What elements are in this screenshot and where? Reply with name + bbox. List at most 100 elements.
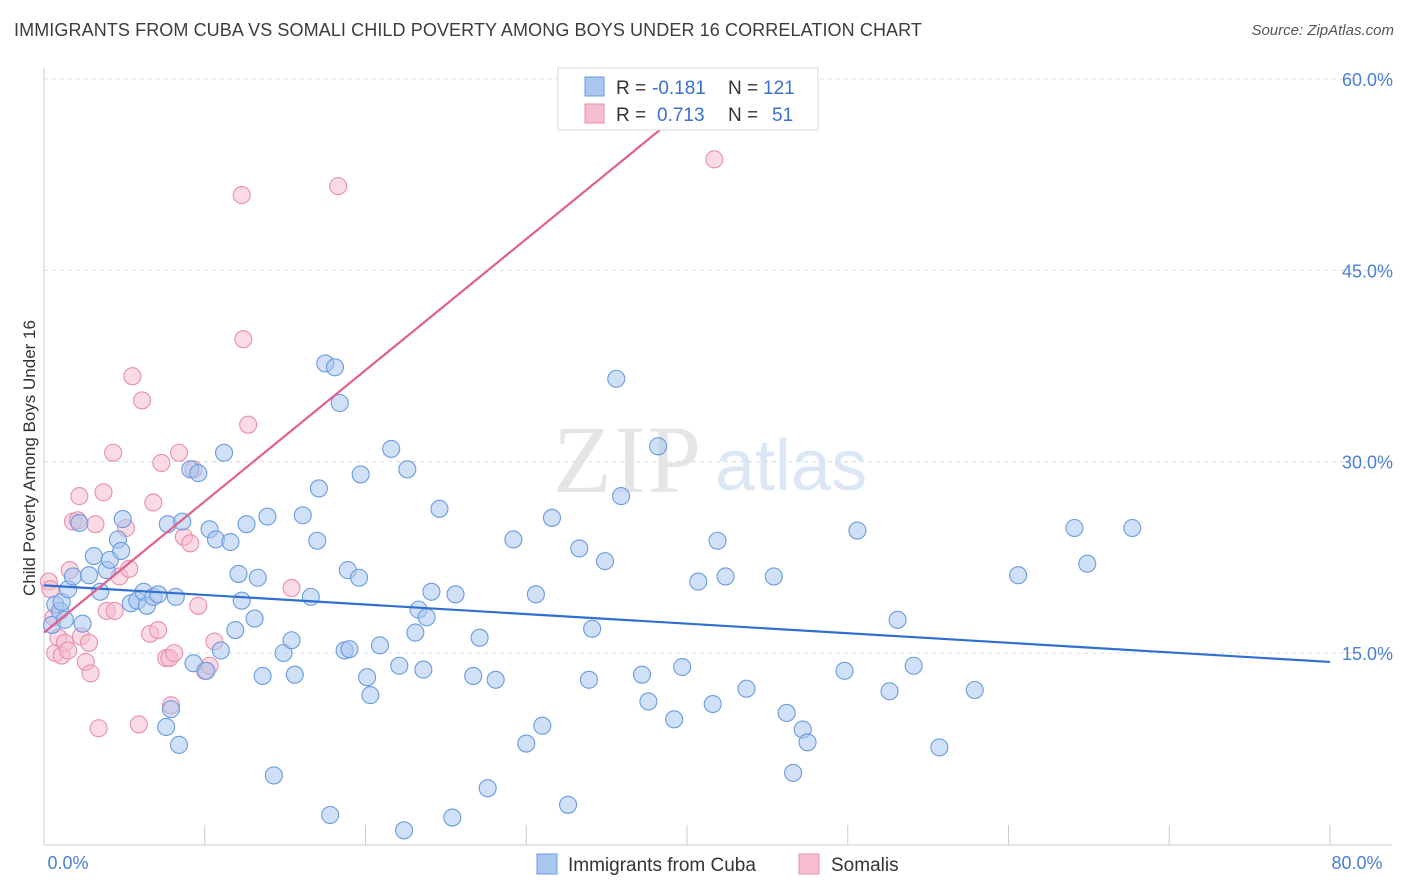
cuba-point <box>689 572 708 591</box>
cuba-point <box>417 608 436 627</box>
trend-lines <box>43 80 1331 664</box>
cuba-point <box>370 636 390 655</box>
cuba-point <box>340 640 359 659</box>
cuba-point <box>612 487 631 506</box>
cuba-point <box>639 692 658 711</box>
somali-point <box>123 367 142 386</box>
cuba-point <box>443 808 462 827</box>
somali-point <box>169 443 189 462</box>
cuba-point <box>63 567 82 586</box>
cuba-point <box>113 510 132 529</box>
somali-point <box>94 483 113 502</box>
somali-point <box>79 633 99 652</box>
cuba-point <box>258 507 277 526</box>
cuba-point <box>526 585 545 604</box>
somali-point <box>329 177 348 196</box>
cuba-point <box>716 567 735 586</box>
cuba-point <box>579 670 598 689</box>
legend-swatch-cuba <box>584 76 605 97</box>
legend-swatch-somali <box>584 103 605 124</box>
cuba-point <box>382 439 401 458</box>
cuba-point <box>583 619 602 638</box>
cuba-point <box>965 680 984 700</box>
somali-point <box>129 715 148 734</box>
cuba-point <box>301 587 320 606</box>
bottom-legend-swatch-somali <box>798 853 820 875</box>
somali-point <box>144 493 163 512</box>
cuba-point <box>226 620 245 640</box>
cuba-point <box>570 539 589 558</box>
somali-point <box>232 186 251 205</box>
series-legend: Immigrants from Cuba Somalis <box>536 853 899 876</box>
cuba-point <box>1078 554 1097 573</box>
cuba-point <box>632 665 652 684</box>
cuba-point <box>649 437 668 456</box>
cuba-point <box>406 623 425 642</box>
cuba-point <box>214 443 234 462</box>
cuba-point <box>430 499 449 518</box>
cuba-point <box>517 734 536 753</box>
somali-point <box>152 453 171 472</box>
cuba-point <box>533 716 552 735</box>
bottom-legend-swatch-cuba <box>536 853 558 875</box>
cuba-point <box>595 552 615 571</box>
somali-point <box>234 330 253 349</box>
legend-n-label-cuba: N = <box>728 78 758 99</box>
cuba-point <box>264 766 283 785</box>
cuba-point <box>197 661 216 680</box>
y-tick-label: 15.0% <box>1342 644 1393 664</box>
cuba-point <box>798 733 817 752</box>
y-tick-label: 30.0% <box>1342 453 1393 473</box>
cuba-point <box>274 643 293 663</box>
cuba-point <box>282 631 301 650</box>
cuba-point <box>607 369 626 388</box>
legend-r-value-somali: 0.713 <box>657 105 705 126</box>
cuba-point <box>1065 518 1084 538</box>
cuba-point <box>848 521 867 540</box>
chart-source: Source: ZipAtlas.com <box>1251 22 1394 39</box>
cuba-point <box>166 587 185 606</box>
cuba-point <box>708 531 727 550</box>
y-tick-label: 45.0% <box>1342 261 1393 281</box>
somali-point <box>81 664 100 683</box>
cuba-point <box>358 668 377 687</box>
correlation-legend: R = -0.181 N = 121 R = 0.713 N = 51 <box>557 67 819 131</box>
cuba-point <box>84 547 103 566</box>
cuba-point <box>398 460 417 479</box>
cuba-point <box>157 717 176 737</box>
cuba-point <box>414 660 433 679</box>
x-axis <box>43 68 1392 846</box>
cuba-point <box>470 628 489 647</box>
cuba-point <box>232 591 251 610</box>
y-axis-title: Child Poverty Among Boys Under 16 <box>20 320 39 596</box>
cuba-point <box>79 566 99 585</box>
cuba-point <box>73 614 92 633</box>
cuba-point <box>504 530 523 549</box>
cuba-point <box>464 666 483 686</box>
cuba-point <box>880 682 899 701</box>
cuba-point <box>478 779 497 798</box>
cuba-point <box>350 568 369 587</box>
somali-point <box>705 150 724 169</box>
cuba-point <box>169 735 189 754</box>
cuba-point <box>784 763 803 782</box>
cuba-point <box>395 821 414 840</box>
somali-point <box>59 641 78 660</box>
x-max-label: 80.0% <box>1331 853 1382 873</box>
legend-r-value-cuba: -0.181 <box>652 78 706 99</box>
cuba-point <box>703 694 722 714</box>
cuba-point <box>904 656 923 675</box>
somali-point <box>70 487 89 506</box>
cuba-point <box>248 568 267 587</box>
legend-n-value-cuba: 121 <box>763 78 795 99</box>
cuba-point <box>835 661 854 680</box>
cuba-trend-line <box>43 584 1331 664</box>
cuba-point <box>245 609 264 628</box>
cuba-point <box>149 585 168 604</box>
cuba-point <box>221 532 240 552</box>
cuba-point <box>390 656 409 675</box>
somali-trend-line <box>43 80 720 634</box>
cuba-point <box>446 585 465 604</box>
cuba-point <box>309 479 328 498</box>
watermark-atlas: atlas <box>715 426 867 506</box>
